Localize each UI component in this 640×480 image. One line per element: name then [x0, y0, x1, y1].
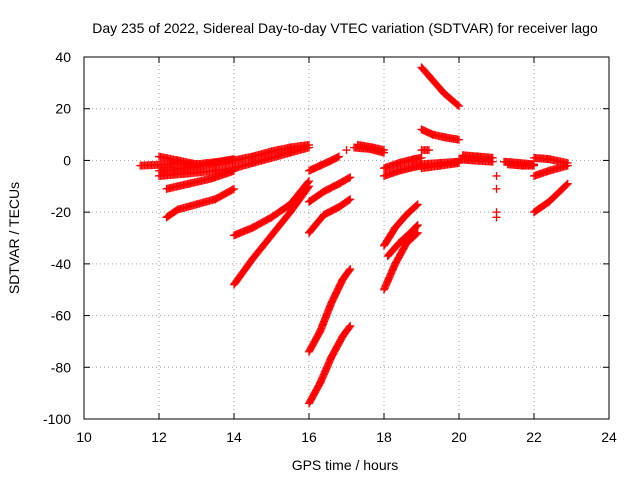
y-axis-label: SDTVAR / TECUs — [6, 182, 22, 294]
y-tick-labels: -100 -80 -60 -40 -20 0 20 40 — [43, 49, 71, 427]
chart-title: Day 235 of 2022, Sidereal Day-to-day VTE… — [92, 20, 598, 36]
data-point — [412, 229, 421, 238]
data-point — [453, 101, 462, 110]
data-point — [412, 222, 421, 231]
data-point — [411, 223, 420, 232]
data-point — [305, 140, 313, 149]
data-point — [413, 228, 422, 237]
y-tick-label: 20 — [55, 101, 71, 117]
data-point — [492, 213, 501, 222]
data-point — [455, 135, 463, 144]
data-point — [413, 221, 422, 230]
axis-ticks — [83, 56, 610, 420]
x-tick-label: 18 — [376, 429, 392, 445]
y-tick-label: -60 — [51, 308, 71, 324]
x-tick-labels: 10 12 14 16 18 20 22 24 — [76, 429, 617, 445]
x-tick-label: 14 — [226, 429, 242, 445]
x-tick-label: 20 — [451, 429, 467, 445]
data-point — [346, 321, 355, 330]
data-point — [492, 171, 501, 180]
data-point — [305, 182, 313, 191]
data-point — [380, 146, 388, 155]
y-tick-label: -80 — [51, 359, 71, 375]
y-tick-label: -20 — [51, 204, 71, 220]
x-tick-label: 22 — [526, 429, 542, 445]
data-point — [425, 146, 433, 155]
data-point — [563, 161, 572, 170]
y-tick-label: -40 — [51, 256, 71, 272]
data-point — [346, 195, 355, 204]
x-tick-label: 10 — [76, 429, 92, 445]
data-point — [345, 266, 354, 275]
data-point — [492, 184, 501, 193]
y-tick-label: 0 — [63, 152, 71, 168]
y-tick-label: -100 — [43, 411, 71, 427]
data-point — [455, 102, 463, 111]
data-point — [346, 173, 355, 182]
data-point — [413, 200, 422, 209]
data-point — [335, 152, 343, 161]
x-tick-label: 16 — [301, 429, 317, 445]
data-point — [345, 173, 353, 182]
x-tick-label: 24 — [601, 429, 617, 445]
data-point — [530, 161, 538, 170]
data-point — [345, 195, 354, 204]
y-tick-label: 40 — [55, 49, 71, 65]
data-point — [304, 183, 313, 192]
plot-area-border — [83, 56, 610, 420]
grid — [84, 57, 609, 419]
data-point — [488, 157, 497, 166]
data-point — [563, 179, 572, 188]
x-tick-label: 12 — [151, 429, 167, 445]
x-axis-label: GPS time / hours — [292, 457, 399, 473]
data-point — [345, 323, 354, 332]
data-point — [228, 185, 237, 194]
data-point — [230, 184, 238, 193]
data-point — [412, 201, 421, 210]
data-points — [136, 63, 572, 408]
data-point — [342, 146, 351, 155]
data-point — [346, 265, 355, 274]
data-point — [562, 180, 571, 189]
